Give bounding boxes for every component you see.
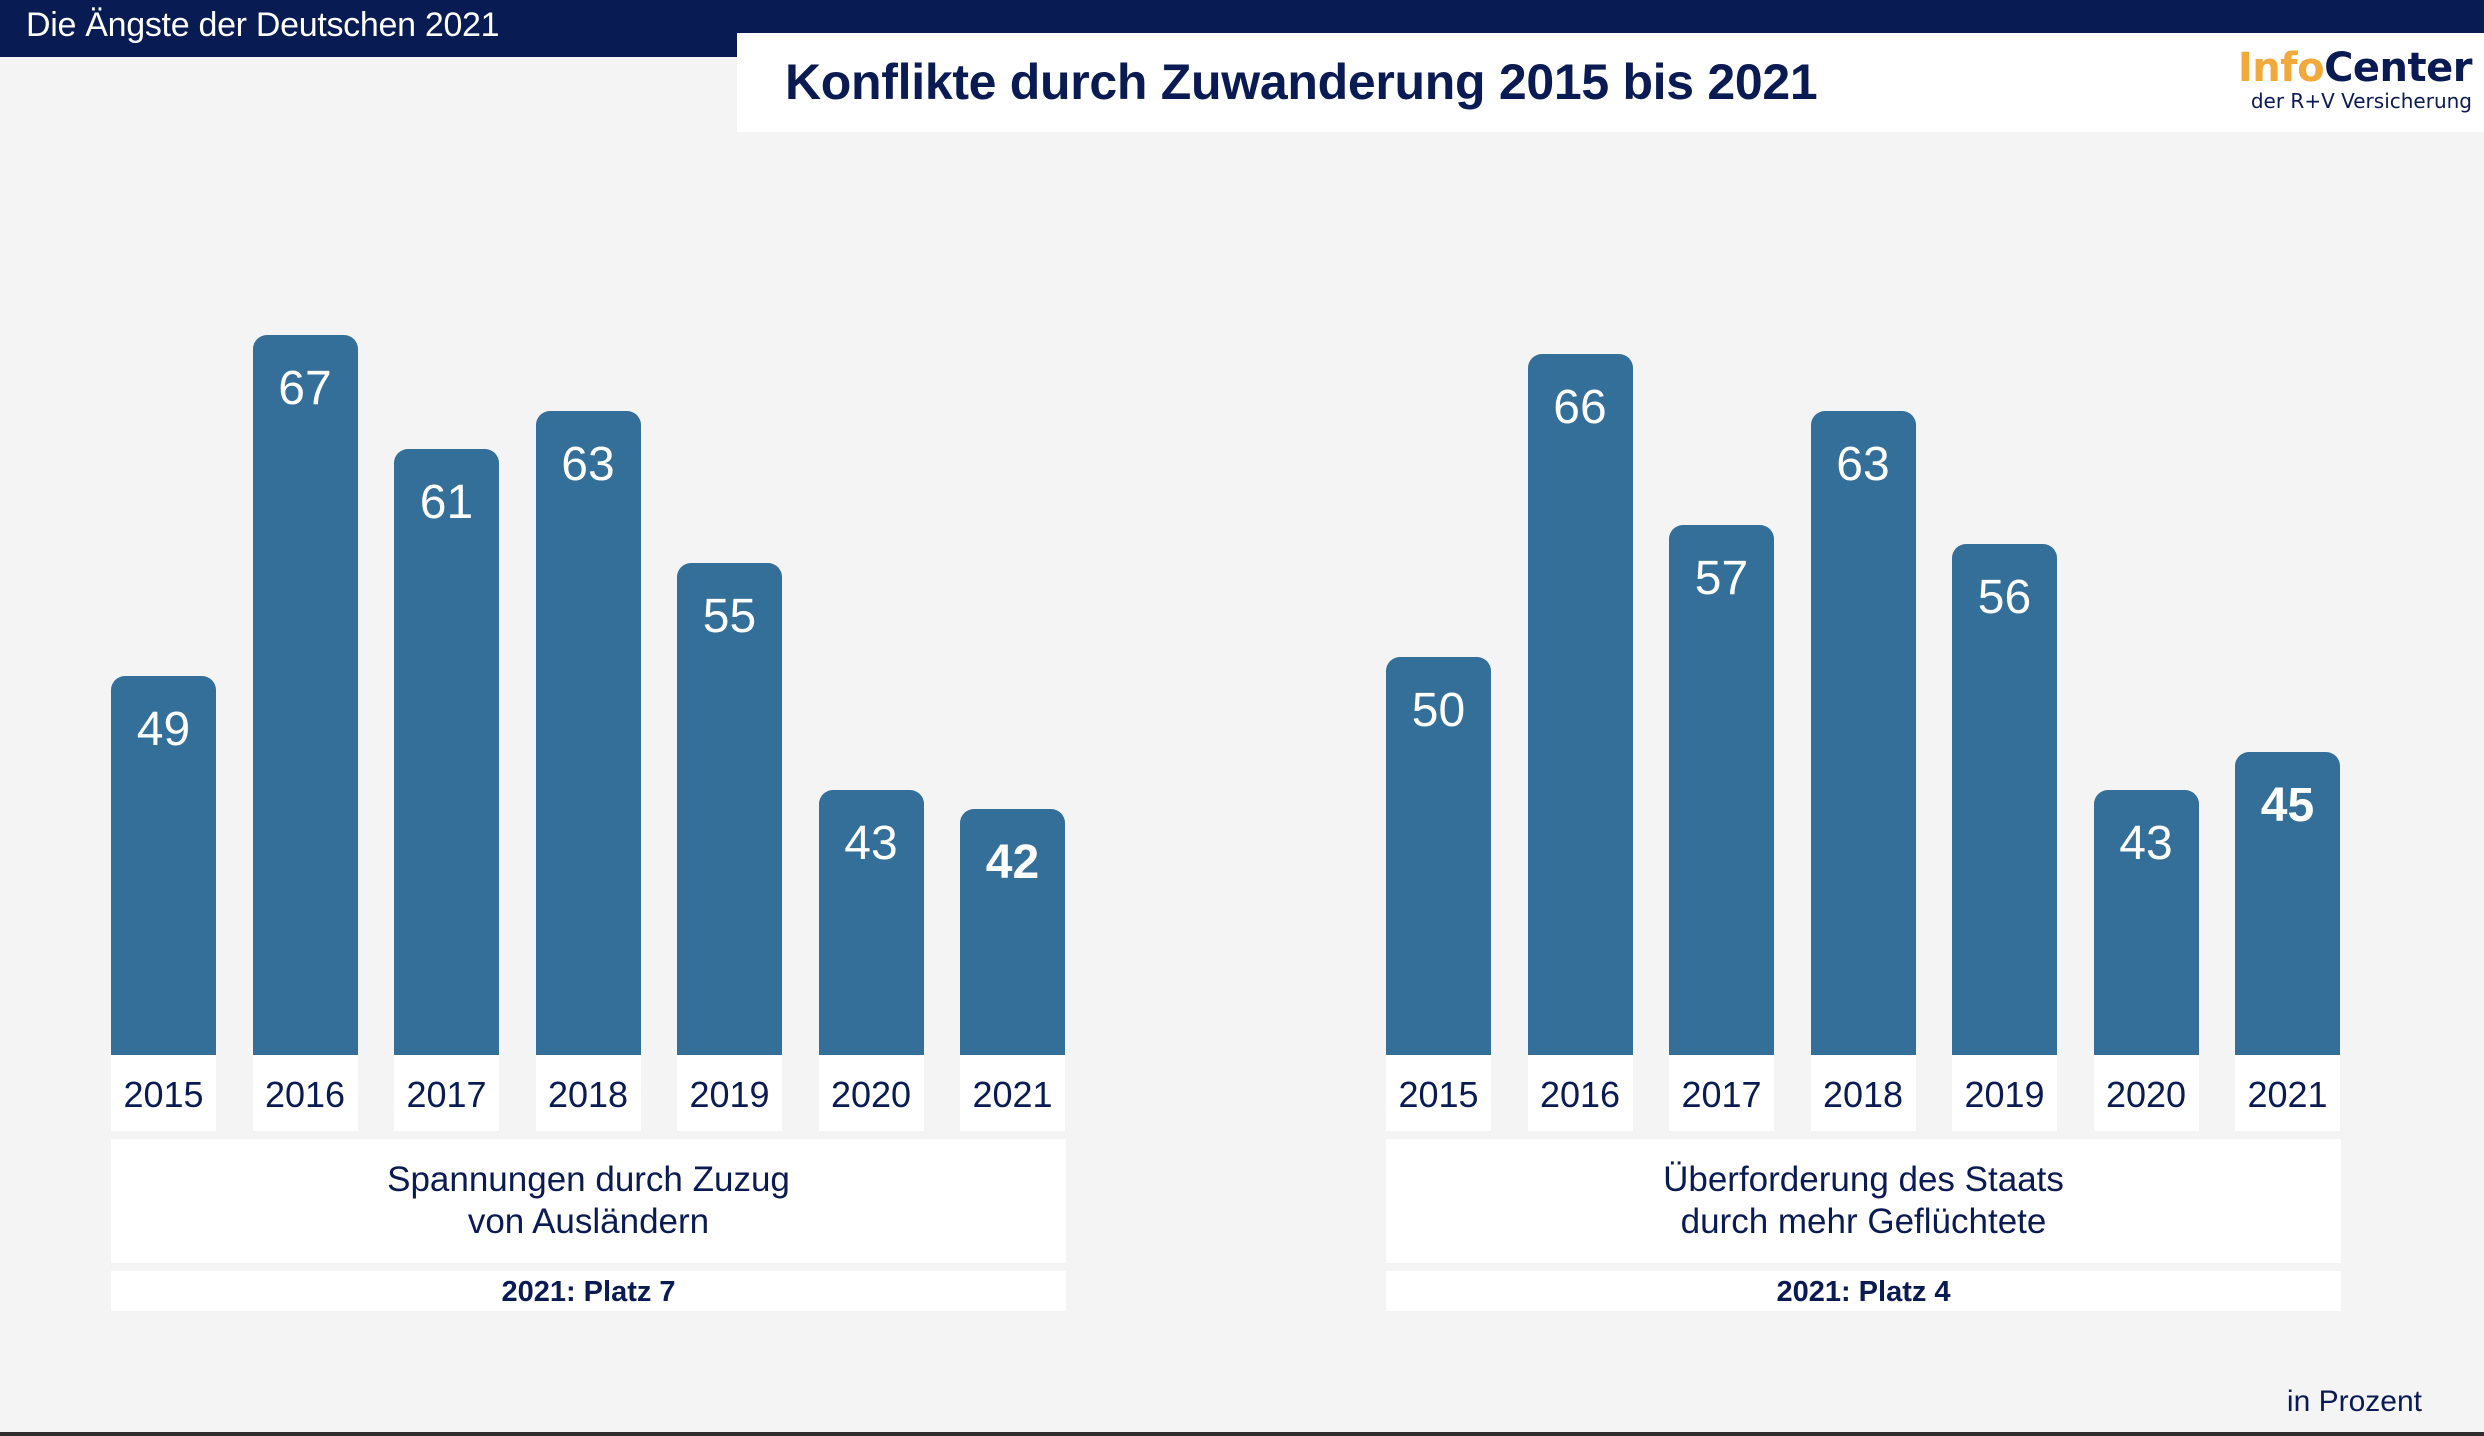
bottom-border xyxy=(0,1432,2484,1436)
bar-2015 xyxy=(1386,657,1491,1055)
x-tick-label: 2017 xyxy=(1669,1055,1774,1131)
bar-2016 xyxy=(252,335,358,1055)
bar-value-label: 49 xyxy=(136,703,191,757)
bar-value-label: 66 xyxy=(1553,381,1607,435)
bar-2021 xyxy=(960,808,1065,1055)
x-tick-label: 2016 xyxy=(1527,1055,1633,1131)
chart-title-line: Spannungen durch Zuzug xyxy=(387,1160,790,1199)
x-tick-label: 2019 xyxy=(677,1055,782,1131)
bar-value-label: 43 xyxy=(844,816,898,870)
bar-2017 xyxy=(394,448,499,1055)
series-title: Die Ängste der Deutschen 2021 xyxy=(26,6,500,44)
chart-title-box: Spannungen durch Zuzug von Ausländern xyxy=(111,1139,1066,1263)
bar-2018 xyxy=(535,411,641,1055)
series-banner: Die Ängste der Deutschen 2021 xyxy=(0,0,737,57)
unit-footnote: in Prozent xyxy=(2286,1385,2422,1418)
logo-center: Center xyxy=(2324,45,2472,91)
bar-2015 xyxy=(111,676,216,1055)
x-tick-label: 2017 xyxy=(394,1055,499,1131)
bar-value-label: 43 xyxy=(2119,816,2173,870)
x-tick-label: 2021 xyxy=(2235,1055,2340,1131)
bar-value-label: 67 xyxy=(278,362,332,416)
bar-2018 xyxy=(1810,411,1916,1055)
x-tick-label: 2020 xyxy=(2093,1055,2199,1131)
bar-value-label: 56 xyxy=(1977,570,2032,624)
bar-2021 xyxy=(2235,751,2340,1055)
page-title: Konflikte durch Zuwanderung 2015 bis 202… xyxy=(785,54,1818,110)
x-tick-label: 2019 xyxy=(1952,1055,2057,1131)
bar-value-label: 42 xyxy=(985,835,1040,889)
bar-2016 xyxy=(1527,354,1633,1055)
x-tick-label: 2020 xyxy=(818,1055,924,1131)
chart-title-line: Überforderung des Staats xyxy=(1663,1160,2064,1199)
chart-title-line: von Ausländern xyxy=(467,1202,710,1241)
logo-wordmark: InfoCenter xyxy=(2237,45,2473,91)
bar-value-label: 55 xyxy=(702,589,757,643)
x-tick-label: 2018 xyxy=(535,1055,641,1131)
x-tick-label: 2016 xyxy=(252,1055,358,1131)
rank-label: 2021: Platz 7 xyxy=(111,1271,1066,1311)
bar-2020 xyxy=(818,789,924,1055)
bar-2019 xyxy=(1952,543,2057,1055)
title-box: Konflikte durch Zuwanderung 2015 bis 202… xyxy=(737,33,2484,132)
bar-value-label: 63 xyxy=(561,438,615,492)
bar-value-label: 57 xyxy=(1694,551,1749,605)
x-tick-label: 2018 xyxy=(1810,1055,1916,1131)
x-tick-label: 2015 xyxy=(111,1055,216,1131)
logo-info: Info xyxy=(2237,45,2325,91)
infocenter-logo: InfoCenter der R+V Versicherung xyxy=(2237,45,2473,113)
bar-2020 xyxy=(2093,789,2199,1055)
chart-title-line: durch mehr Geflüchtete xyxy=(1680,1202,2047,1241)
x-tick-label: 2021 xyxy=(960,1055,1065,1131)
logo-subtitle: der R+V Versicherung xyxy=(2250,89,2472,113)
bar-value-label: 61 xyxy=(419,475,474,529)
x-tick-label: 2015 xyxy=(1386,1055,1491,1131)
chart-title-box: Überforderung des Staats durch mehr Geflü… xyxy=(1386,1139,2341,1263)
bar-value-label: 63 xyxy=(1836,438,1890,492)
bar-value-label: 50 xyxy=(1411,684,1466,738)
bar-value-label: 45 xyxy=(2260,778,2315,832)
bar-2017 xyxy=(1669,524,1774,1055)
bar-2019 xyxy=(677,562,782,1055)
rank-label: 2021: Platz 4 xyxy=(1386,1271,2341,1311)
